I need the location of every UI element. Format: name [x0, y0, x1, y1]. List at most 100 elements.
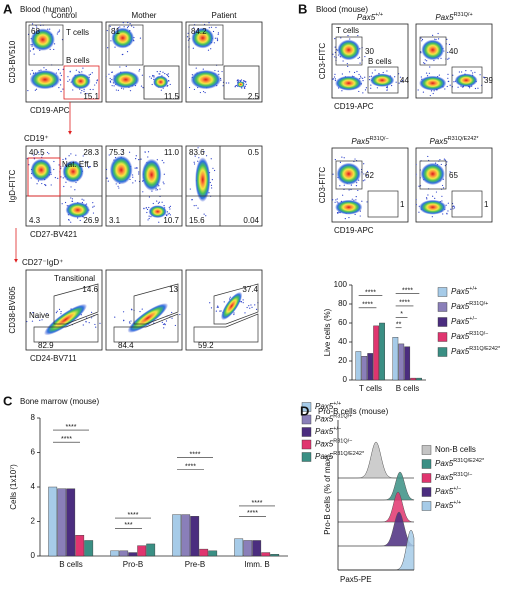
event-dot — [138, 171, 140, 173]
x-tick-label: B cells — [59, 560, 83, 569]
allele: R31Q/E242* — [453, 458, 485, 464]
event-dot — [183, 87, 184, 88]
event-dot — [156, 189, 159, 191]
genotype: Pax5+/+ — [435, 500, 461, 510]
event-dot — [121, 53, 123, 56]
event-dot — [442, 213, 444, 215]
event-dot — [219, 310, 221, 312]
density-blob — [44, 303, 88, 336]
event-dot — [139, 68, 141, 71]
event-dot — [156, 159, 158, 161]
event-dot — [70, 197, 72, 199]
event-dot — [121, 153, 123, 156]
event-dot — [186, 36, 189, 38]
bar — [48, 486, 58, 557]
gene: Pax5 — [435, 501, 454, 510]
density — [417, 32, 486, 97]
event-dot — [113, 27, 115, 29]
event-dot — [161, 159, 163, 162]
event-dot — [202, 68, 204, 70]
event-dot — [147, 151, 150, 153]
event-dot — [138, 173, 140, 175]
event-dot — [140, 158, 142, 160]
event-dot — [202, 90, 205, 93]
event-dot — [123, 20, 124, 21]
event-dot — [138, 159, 140, 161]
gene: Pax5 — [315, 402, 334, 411]
event-dot — [179, 313, 181, 316]
event-dot — [359, 215, 361, 217]
event-dot — [212, 30, 215, 33]
event-dot — [70, 221, 72, 223]
event-dot — [471, 72, 474, 74]
gate — [193, 313, 259, 343]
event-dot — [237, 79, 239, 81]
event-dot — [165, 214, 167, 216]
event-dot — [474, 87, 477, 90]
axis-label: CD27-BV421 — [30, 230, 78, 239]
event-dot — [254, 304, 256, 306]
density-blob — [70, 73, 91, 90]
event-dot — [364, 179, 366, 181]
event-dot — [446, 213, 448, 215]
event-dot — [336, 198, 338, 200]
event-dot — [438, 74, 440, 76]
gate-percent: 28.3 — [83, 148, 99, 157]
event-dot — [189, 188, 191, 190]
event-dot — [358, 90, 360, 93]
event-dot — [211, 187, 213, 189]
event-dot — [425, 72, 428, 74]
legend-swatch — [437, 287, 448, 297]
gate — [367, 66, 399, 94]
event-dot — [29, 50, 32, 52]
event-dot — [92, 202, 94, 204]
event-dot — [370, 84, 372, 86]
event-dot — [416, 203, 417, 206]
event-dot — [341, 90, 343, 92]
event-dot — [357, 189, 359, 192]
axis-label: IgD-FITC — [8, 169, 17, 202]
event-dot — [418, 185, 420, 187]
event-dot — [60, 166, 62, 168]
event-dot — [429, 94, 431, 97]
allele: +/− — [333, 426, 341, 432]
axis-label: Pax5-PE — [340, 575, 372, 584]
event-dot — [326, 83, 327, 84]
event-dot — [29, 73, 32, 75]
event-dot — [174, 324, 176, 327]
gate-percent: 84.2 — [191, 27, 207, 36]
event-dot — [26, 320, 28, 323]
event-dot — [83, 199, 85, 201]
genotype: Pax5R31Q/E242* — [429, 136, 479, 146]
event-dot — [122, 311, 125, 313]
event-dot — [31, 69, 33, 72]
y-tick-label: 0 — [343, 375, 348, 384]
event-dot — [208, 27, 210, 29]
event-dot — [446, 161, 448, 163]
event-dot — [131, 25, 133, 27]
bar — [57, 488, 67, 557]
gate — [419, 36, 447, 66]
event-dot — [435, 38, 437, 41]
event-dot — [81, 198, 83, 200]
event-dot — [210, 307, 213, 309]
event-dot — [129, 322, 131, 324]
event-dot — [427, 155, 429, 158]
event-dot — [64, 201, 67, 204]
event-dot — [431, 216, 433, 218]
event-dot — [57, 69, 60, 71]
event-dot — [126, 26, 129, 29]
histogram — [338, 441, 414, 479]
x-tick-label: Imm. B — [244, 560, 269, 569]
event-dot — [483, 76, 485, 78]
event-dot — [71, 198, 74, 200]
gene: Pax5 — [315, 440, 334, 449]
density-blob — [419, 199, 447, 215]
event-dot — [129, 22, 131, 25]
event-dot — [452, 205, 455, 207]
event-dot — [429, 66, 431, 68]
event-dot — [132, 176, 134, 178]
event-dot — [70, 186, 72, 188]
axis-label: CD19-APC — [30, 106, 70, 115]
event-dot — [217, 305, 219, 307]
